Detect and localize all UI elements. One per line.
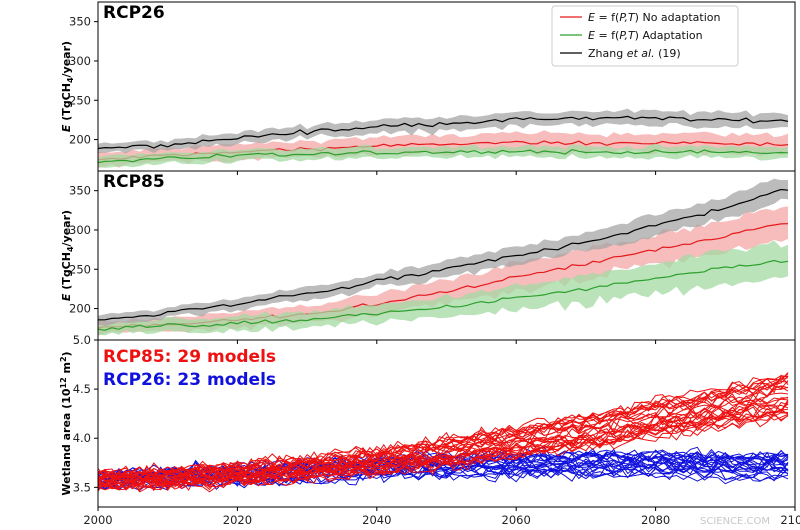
- y-axis-label: E (TgCH4/year): [60, 210, 75, 301]
- x-tick-label: 2080: [641, 513, 670, 527]
- y-label-var: E: [60, 293, 73, 301]
- y-tick-label: 3.5: [73, 480, 91, 494]
- model-line: [97, 401, 789, 488]
- y-tick-label: 200: [69, 133, 91, 147]
- plot-area: [97, 372, 789, 493]
- model-line: [97, 392, 789, 482]
- y-tick-label: 250: [69, 262, 91, 276]
- x-tick-label: 2100: [780, 513, 800, 527]
- y-label-text: (TgCH: [60, 83, 73, 125]
- y-axis-label: E (TgCH4/year): [60, 41, 75, 132]
- series-line-2: [97, 148, 789, 164]
- y-tick-label: 300: [69, 54, 91, 68]
- legend-var: E: [588, 29, 595, 42]
- watermark: SCIENCE.COM: [700, 516, 770, 527]
- band-3: [98, 108, 788, 154]
- plot-area: [97, 178, 789, 336]
- series-line-2: [97, 259, 789, 331]
- legend-label-1: E = f(P,T) No adaptation: [588, 11, 721, 24]
- y-label-text: Wetland area (10: [60, 388, 73, 495]
- y-axis-label: Wetland area (1012 m2): [59, 351, 73, 495]
- x-tick-label: 2020: [223, 513, 252, 527]
- y-label-text: /year): [60, 41, 73, 78]
- y-tick-label: 350: [69, 15, 91, 29]
- panel-title: RCP85: [103, 172, 165, 192]
- model-line: [97, 386, 789, 481]
- legend-var: et al.: [627, 47, 655, 60]
- panel-title: RCP26: [103, 3, 165, 23]
- y-tick-label: 250: [69, 93, 91, 107]
- x-tick-label: 2060: [502, 513, 531, 527]
- y-label-text: m: [60, 362, 73, 377]
- y-label-sub: 4: [66, 246, 75, 252]
- model-line: [97, 408, 789, 490]
- annotation-2: RCP26: 23 models: [103, 370, 276, 390]
- y-label-text: (TgCH: [60, 252, 73, 294]
- model-line: [97, 375, 789, 478]
- legend-text: (19): [655, 47, 681, 60]
- legend-text: = f(: [595, 11, 619, 24]
- model-line: [97, 414, 789, 493]
- legend-text: Zhang: [588, 47, 627, 60]
- panel-3: RCP85: 29 models RCP26: 23 models 3.5 4.0 4.…: [59, 333, 800, 527]
- y-label-var: E: [60, 124, 73, 132]
- y-label-text: /year): [60, 210, 73, 247]
- legend-var: P,T: [619, 11, 636, 24]
- y-tick-label: 4.5: [73, 382, 91, 396]
- legend-text: ) Adaptation: [635, 29, 703, 42]
- y-tick-label: 4.0: [73, 431, 91, 445]
- plot-area: [97, 108, 789, 168]
- y-label-sup: 12: [59, 377, 68, 388]
- band-2: [98, 143, 788, 168]
- series-line-3: [97, 115, 789, 150]
- y-tick-label: 350: [69, 184, 91, 198]
- y-tick-label: 5.0: [73, 333, 91, 347]
- y-label-sup: 2: [59, 356, 68, 362]
- series-line-3: [97, 188, 789, 321]
- y-tick-label: 300: [69, 223, 91, 237]
- legend-var: P,T: [619, 29, 636, 42]
- axes-frame: [97, 339, 796, 508]
- legend-text: = f(: [595, 29, 619, 42]
- y-label-text: ): [60, 351, 73, 356]
- annotation-1: RCP85: 29 models: [103, 347, 276, 367]
- legend-label-2: E = f(P,T) Adaptation: [588, 29, 703, 42]
- x-tick-label: 2040: [362, 513, 391, 527]
- panel-2: 200 250 300 350 RCP85 E (TgCH4/year): [60, 170, 796, 344]
- legend-var: E: [588, 11, 595, 24]
- y-tick-label: 200: [69, 302, 91, 316]
- band-2: [98, 240, 788, 336]
- y-label-sub: 4: [66, 77, 75, 83]
- x-tick-label: 2000: [83, 513, 112, 527]
- legend-box: [551, 5, 739, 67]
- legend-text: ) No adaptation: [635, 11, 721, 24]
- legend-label-3: Zhang et al. (19): [588, 47, 681, 60]
